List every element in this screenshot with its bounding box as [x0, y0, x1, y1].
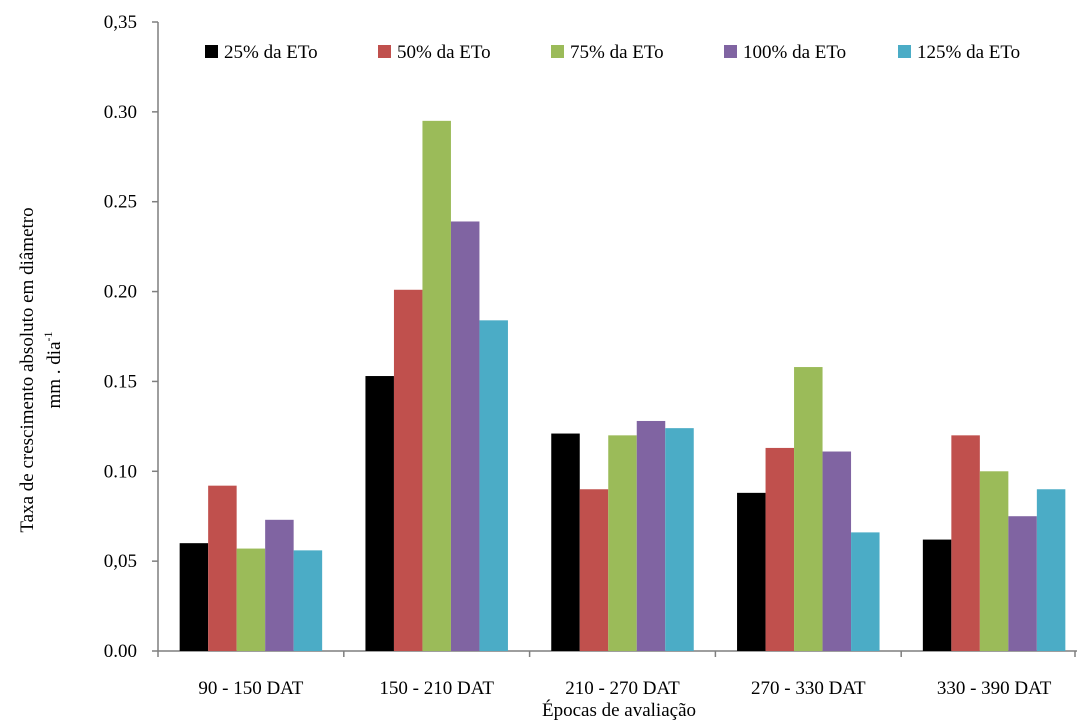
y-ticks: 0.00 0,05 0.10 0.15 0.20 0.25 0.30 0,35	[104, 12, 158, 662]
bar	[479, 320, 508, 651]
x-ticks: 90 - 150 DAT 150 - 210 DAT 210 - 270 DAT 27…	[157, 651, 1076, 699]
bar	[579, 489, 609, 651]
bar	[794, 367, 823, 651]
x-tick-label: 270 - 330 DAT	[751, 678, 866, 699]
legend-swatch	[205, 45, 218, 58]
bar	[265, 519, 294, 651]
bar	[922, 539, 952, 651]
legend-swatch	[378, 45, 391, 58]
y-tick-label: 0.20	[104, 282, 137, 303]
y-tick-label: 0.25	[104, 192, 137, 213]
x-tick-label: 210 - 270 DAT	[565, 678, 680, 699]
y-tick-label: 0.00	[104, 641, 137, 662]
x-tick-label: 330 - 390 DAT	[937, 678, 1052, 699]
bar	[365, 376, 394, 651]
bar	[393, 289, 423, 651]
y-axis-unit: mm . dia	[44, 341, 65, 409]
y-tick-label: 0.30	[104, 102, 137, 123]
y-tick-label: 0.15	[104, 371, 137, 392]
x-axis-title: Épocas de avaliação	[542, 699, 696, 720]
legend-swatch	[724, 45, 737, 58]
bar	[179, 543, 209, 651]
legend-label: 75% da ETo	[570, 42, 664, 63]
bar	[636, 420, 666, 651]
legend-label: 100% da ETo	[743, 42, 846, 63]
y-axis-unit-superscript: -1	[41, 331, 55, 341]
x-tick-label: 90 - 150 DAT	[198, 678, 303, 699]
bar	[979, 471, 1009, 651]
x-tick-label: 150 - 210 DAT	[379, 678, 494, 699]
bar	[822, 451, 852, 651]
bar	[851, 532, 880, 651]
legend-label: 125% da ETo	[917, 42, 1020, 63]
bar	[422, 120, 451, 652]
bar	[450, 221, 480, 652]
y-axis-title-line1: Taxa de crescimento absoluto em diâmetro	[17, 207, 38, 532]
y-tick-label: 0,35	[104, 12, 137, 33]
bar	[1036, 489, 1066, 651]
bars	[179, 120, 1066, 652]
bar	[608, 435, 637, 651]
bar	[737, 492, 766, 651]
bar	[236, 548, 266, 651]
legend-label: 50% da ETo	[397, 42, 491, 63]
legend-label: 25% da ETo	[224, 42, 318, 63]
y-tick-label: 0,05	[104, 551, 137, 572]
y-tick-label: 0.10	[104, 461, 137, 482]
y-axis-title: Taxa de crescimento absoluto em diâmetro…	[17, 207, 65, 532]
bar	[551, 433, 580, 651]
bar	[765, 447, 795, 651]
legend: 25% da ETo 50% da ETo 75% da ETo 100% da ET…	[205, 42, 1020, 63]
bar	[665, 428, 694, 651]
y-axis-title-line2: mm . dia-1	[41, 331, 65, 408]
bar	[208, 485, 237, 651]
legend-swatch	[898, 45, 911, 58]
legend-swatch	[551, 45, 564, 58]
bar	[951, 435, 980, 651]
bar	[1008, 516, 1037, 651]
bar	[293, 550, 323, 651]
